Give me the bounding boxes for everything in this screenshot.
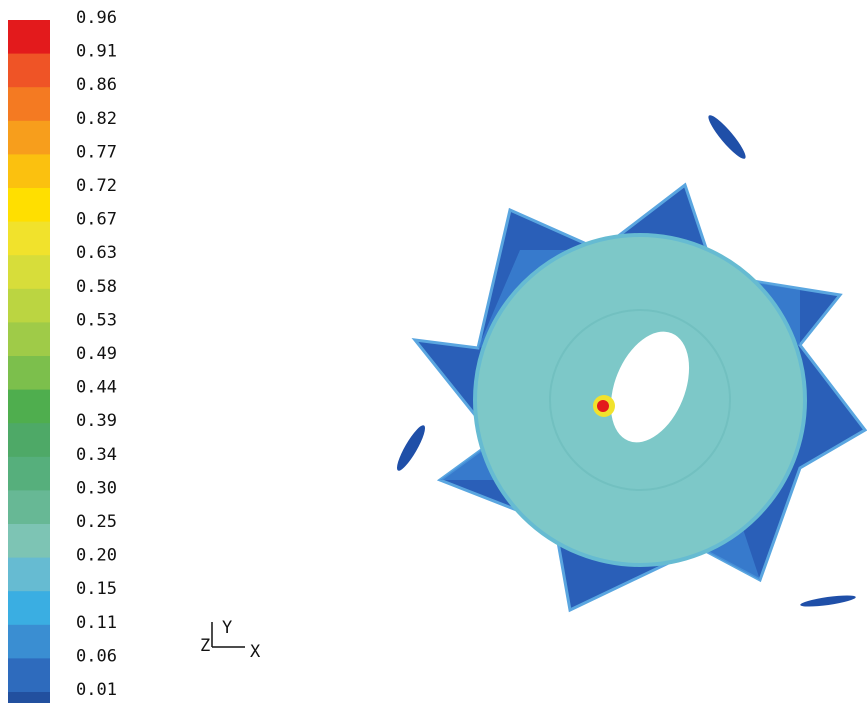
color-swatch [8,692,50,703]
color-swatch [8,490,50,524]
color-swatch [8,558,50,592]
level-label: 0.20 [76,546,117,566]
axis-triad: Y Z X [200,618,261,662]
level-label: 0.86 [76,75,117,95]
level-label: 0.11 [76,613,117,633]
level-label: 0.72 [76,176,117,196]
color-swatch [8,222,50,256]
color-swatch [8,54,50,88]
blob [704,112,749,163]
color-swatch [8,457,50,491]
color-swatch [8,87,50,121]
color-swatch [8,423,50,457]
blob [800,593,857,609]
level-label: 0.67 [76,210,117,230]
color-swatch [8,289,50,323]
color-swatch [8,625,50,659]
level-label: 0.49 [76,344,117,364]
level-label: 0.58 [76,277,117,297]
level-label: 0.06 [76,646,117,666]
level-label: 0.34 [76,445,117,465]
level-label: 0.25 [76,512,117,532]
axis-y-label: Y [222,618,232,638]
color-swatch [8,322,50,356]
level-label: 0.01 [76,680,117,700]
level-label: 0.96 [76,8,117,28]
color-swatch [8,255,50,289]
color-swatch [8,20,50,54]
color-swatch [8,121,50,155]
impeller [393,112,865,610]
level-label: 0.82 [76,109,117,129]
level-label: 0.63 [76,243,117,263]
level-label: 0.30 [76,478,117,498]
color-swatch [8,658,50,692]
level-label: 0.15 [76,579,117,599]
hotspot [597,400,609,412]
level-label: 0.53 [76,310,117,330]
viewport: 0.96 0.91 0.86 0.82 0.77 0.72 0.67 0.63 0.58 0.53… [0,0,867,703]
colorbar: 0.96 0.91 0.86 0.82 0.77 0.72 0.67 0.63 0.58 0.53… [8,8,117,703]
level-label: 0.91 [76,42,117,62]
axis-x-label: X [250,642,261,662]
level-label: 0.39 [76,411,117,431]
color-swatch [8,188,50,222]
level-label: 0.77 [76,142,117,162]
color-swatch [8,154,50,188]
color-swatch [8,356,50,390]
color-swatch [8,390,50,424]
blob [393,422,429,473]
axis-z-label: Z [200,636,210,656]
level-label: 0.44 [76,378,117,398]
color-swatch [8,524,50,558]
color-swatch [8,591,50,625]
